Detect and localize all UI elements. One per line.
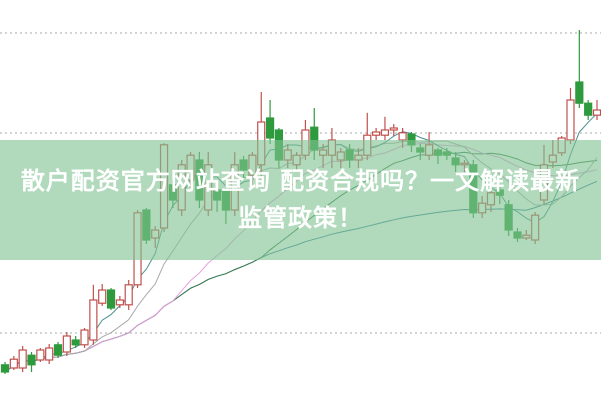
candle-down — [106, 289, 116, 309]
candle-up — [62, 335, 71, 353]
candle-up — [98, 289, 107, 304]
candle-up — [18, 349, 27, 369]
candle-up — [45, 347, 54, 361]
candle-down — [265, 117, 275, 139]
candle-down — [71, 339, 80, 346]
candle-up — [9, 358, 18, 369]
banner-title-line1: 散户配资官方网站查询 配资合规吗？一文解读最新 — [20, 167, 581, 195]
candle-up — [380, 129, 390, 136]
title-banner: 散户配资官方网站查询 配资合规吗？一文解读最新 监管政策！ — [0, 140, 601, 260]
candle-down — [53, 344, 63, 356]
candle-up — [372, 131, 381, 136]
candle-up — [115, 299, 124, 306]
candle-down — [575, 81, 584, 104]
banner-title-line2: 监管政策！ — [238, 204, 363, 232]
candle-down — [0, 364, 10, 373]
candle-up — [592, 109, 601, 116]
candle-up — [80, 329, 89, 346]
candle-up — [124, 284, 133, 306]
candle-up — [398, 132, 407, 141]
candle-up — [566, 99, 575, 141]
candle-up — [389, 127, 398, 131]
candle-down — [27, 354, 36, 366]
candle-up — [36, 349, 45, 361]
candle-down — [584, 102, 593, 116]
candle-up — [89, 299, 98, 341]
